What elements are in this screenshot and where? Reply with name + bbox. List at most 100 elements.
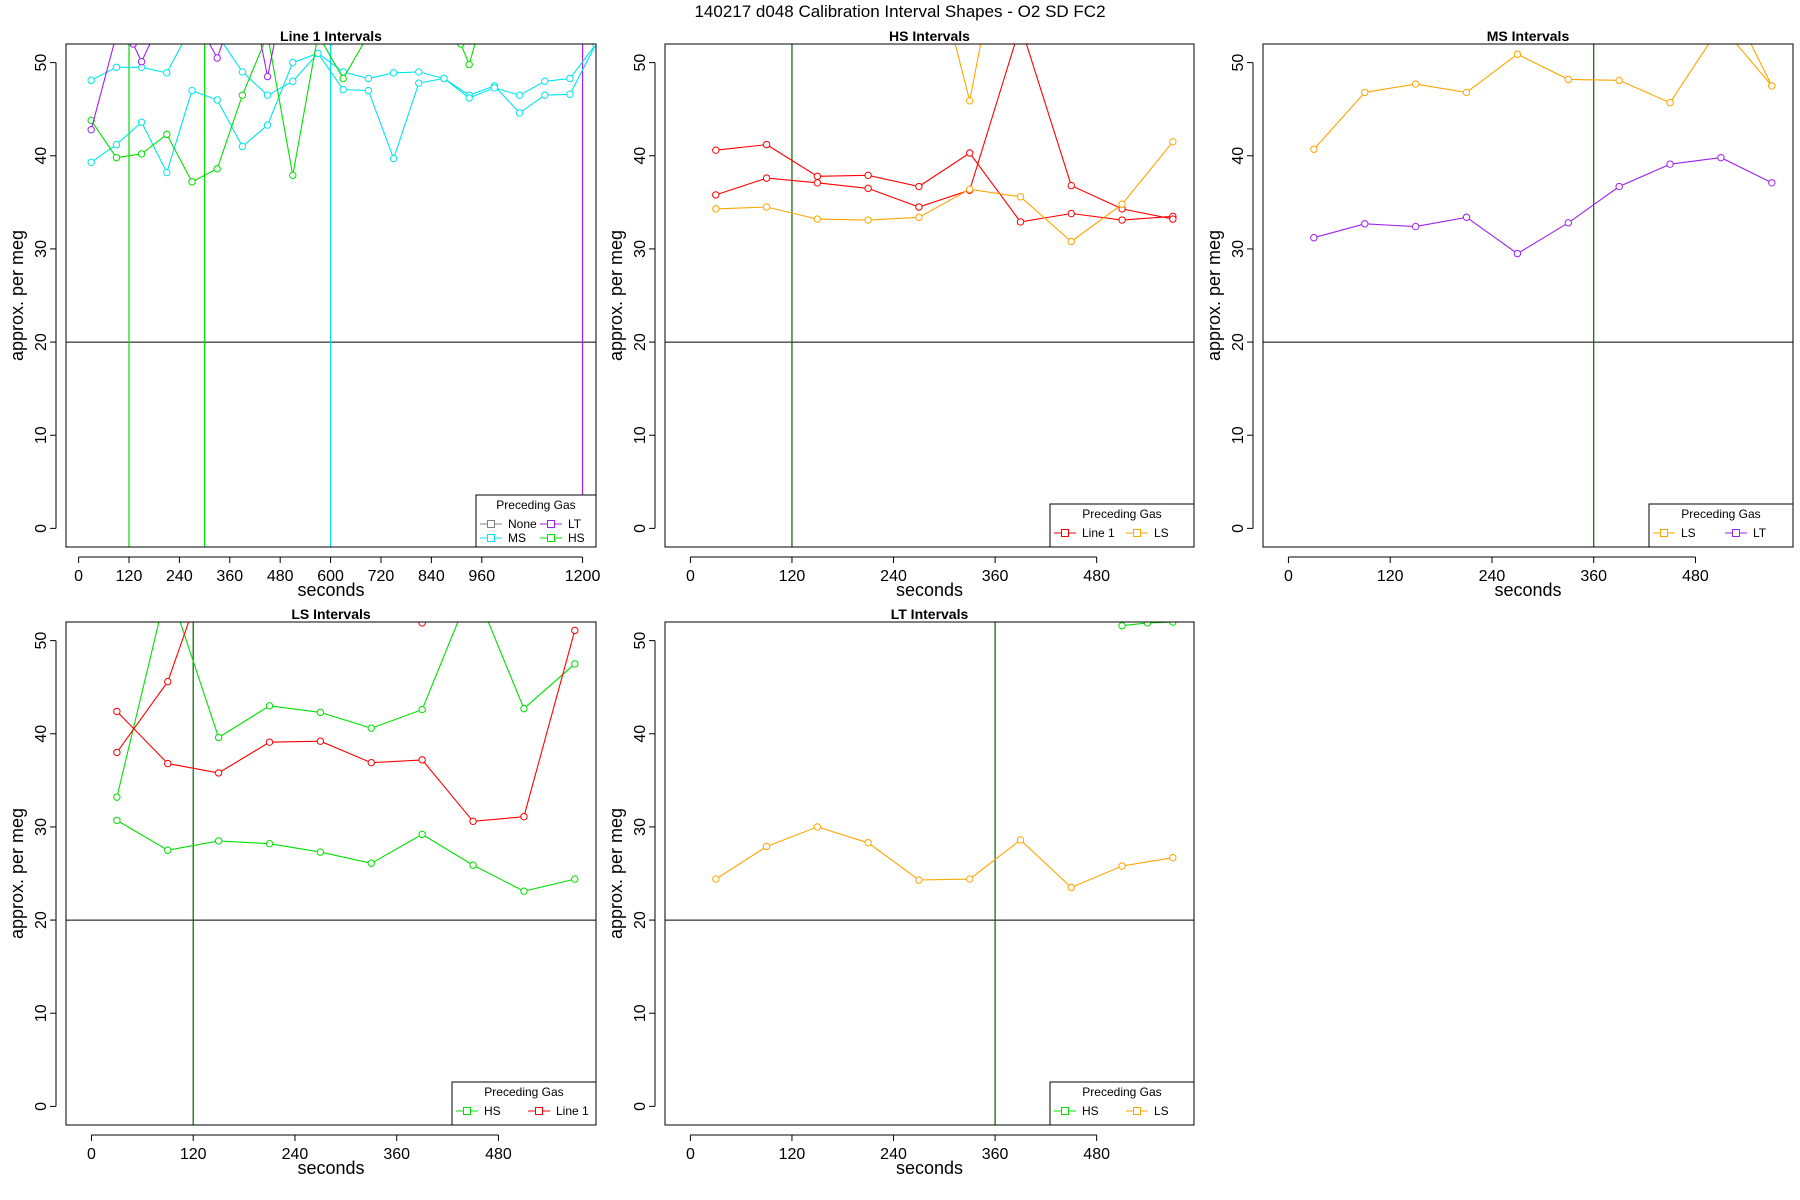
x-tick-label: 120 bbox=[779, 568, 806, 585]
data-point bbox=[520, 704, 528, 713]
x-tick-label: 120 bbox=[1377, 568, 1404, 585]
legend-title: Preceding Gas bbox=[484, 1085, 563, 1099]
legend-entry-label: MS bbox=[508, 531, 526, 545]
series-line-ls bbox=[954, 44, 982, 101]
legend-swatch-marker bbox=[487, 534, 495, 542]
y-tick-label: 30 bbox=[1230, 240, 1247, 258]
data-point bbox=[712, 191, 720, 199]
panel-4: LS Intervals 0 120 240 360 480 seconds 0 10 20 30 4… bbox=[7, 582, 597, 1178]
data-point bbox=[457, 44, 465, 48]
x-axis-label: seconds bbox=[896, 1158, 963, 1178]
data-point bbox=[164, 846, 172, 854]
data-point bbox=[389, 154, 398, 163]
data-point bbox=[389, 69, 398, 77]
x-tick-label: 240 bbox=[880, 568, 907, 585]
data-point bbox=[762, 140, 771, 149]
data-point bbox=[1169, 138, 1177, 146]
data-point bbox=[1143, 622, 1152, 627]
y-tick-label: 10 bbox=[33, 1004, 50, 1022]
data-point bbox=[1411, 222, 1420, 231]
legend-entry-label: HS bbox=[1082, 1104, 1099, 1118]
data-point bbox=[864, 184, 872, 193]
data-point bbox=[1717, 153, 1725, 162]
data-point bbox=[113, 707, 121, 716]
data-point bbox=[541, 77, 549, 85]
data-point bbox=[273, 31, 279, 37]
y-tick-label: 10 bbox=[1230, 426, 1247, 444]
data-point bbox=[1564, 75, 1572, 84]
data-point bbox=[1017, 22, 1023, 28]
data-point bbox=[1067, 209, 1075, 218]
series-line-ms bbox=[90, 44, 596, 174]
y-tick-label: 0 bbox=[1230, 524, 1247, 533]
y-tick-label: 10 bbox=[632, 1004, 649, 1022]
data-point bbox=[571, 660, 579, 668]
legend: Preceding Gas Line 1 LS bbox=[1049, 503, 1195, 548]
x-tick-label: 240 bbox=[1479, 568, 1506, 585]
data-point bbox=[214, 31, 220, 37]
panel-2: HS Intervals 0 120 240 360 480 seconds 0 10 20 30 4… bbox=[606, 22, 1195, 600]
data-point bbox=[189, 22, 195, 28]
data-point bbox=[198, 582, 204, 588]
x-tick-label: 480 bbox=[267, 568, 294, 585]
data-point bbox=[1513, 249, 1522, 258]
plot-frame bbox=[1262, 43, 1794, 548]
legend-box bbox=[451, 1081, 597, 1126]
data-point bbox=[1768, 82, 1776, 90]
plot-frame bbox=[65, 43, 597, 548]
data-point bbox=[1718, 22, 1724, 28]
x-tick-label: 0 bbox=[1284, 568, 1293, 585]
data-point bbox=[1067, 237, 1075, 246]
data-point bbox=[213, 165, 221, 173]
data-point bbox=[915, 213, 923, 221]
legend-entry-label: LS bbox=[1154, 1104, 1169, 1118]
legend: Preceding Gas None LT MS HS bbox=[475, 494, 597, 548]
legend-swatch-marker bbox=[487, 520, 495, 528]
y-tick-label: 30 bbox=[33, 818, 50, 836]
series-line-hs bbox=[459, 44, 476, 67]
data-point bbox=[113, 816, 121, 825]
legend-entry-label: LS bbox=[1154, 526, 1169, 540]
legend-swatch-marker bbox=[1061, 529, 1069, 537]
x-tick-label: 240 bbox=[166, 568, 193, 585]
plot-frame bbox=[664, 621, 1195, 1126]
data-point bbox=[339, 85, 347, 94]
legend-entry-label: Line 1 bbox=[556, 1104, 589, 1118]
legend-swatch-marker bbox=[547, 534, 555, 542]
y-tick-label: 40 bbox=[632, 147, 649, 165]
data-point bbox=[137, 118, 146, 126]
data-point bbox=[316, 708, 325, 717]
data-point bbox=[1411, 80, 1420, 88]
data-point bbox=[1615, 76, 1623, 85]
x-tick-label: 360 bbox=[982, 568, 1009, 585]
data-point bbox=[864, 216, 872, 224]
x-tick-label: 120 bbox=[779, 1146, 806, 1163]
y-tick-label: 20 bbox=[632, 911, 649, 929]
legend-entry-label: HS bbox=[484, 1104, 501, 1118]
data-point bbox=[316, 737, 325, 745]
data-point bbox=[864, 839, 872, 847]
legend-title: Preceding Gas bbox=[1082, 1085, 1161, 1099]
y-tick-label: 30 bbox=[632, 818, 649, 836]
data-point bbox=[214, 769, 223, 777]
data-point bbox=[264, 31, 270, 37]
panel-1: Line 1 Intervals 0 120 240 360 480 600 720 840 96… bbox=[7, 22, 600, 600]
data-point bbox=[263, 72, 272, 81]
data-point bbox=[1615, 182, 1623, 191]
series-line-hs bbox=[116, 819, 575, 892]
data-point bbox=[316, 848, 325, 856]
x-tick-label: 240 bbox=[282, 1146, 309, 1163]
plot-area bbox=[66, 582, 596, 1125]
y-tick-label: 40 bbox=[33, 147, 50, 165]
series-line-lt bbox=[1313, 157, 1773, 255]
data-point bbox=[87, 76, 95, 85]
data-point bbox=[112, 140, 121, 149]
data-point bbox=[966, 185, 974, 194]
x-tick-label: 960 bbox=[468, 568, 495, 585]
data-point bbox=[129, 44, 137, 48]
series-line-hs bbox=[90, 44, 364, 183]
series-line-lt bbox=[209, 44, 223, 60]
y-tick-label: 0 bbox=[632, 524, 649, 533]
data-point bbox=[1067, 883, 1075, 892]
data-point bbox=[515, 109, 524, 117]
